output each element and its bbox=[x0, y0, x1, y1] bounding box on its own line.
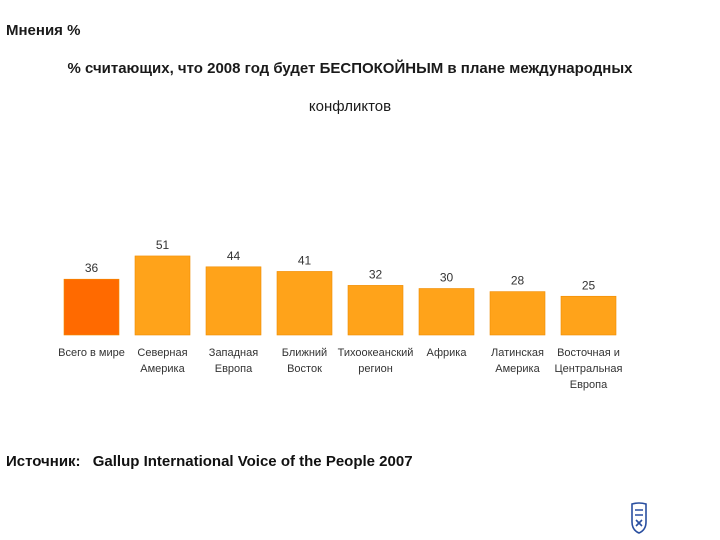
bar-0 bbox=[63, 278, 120, 336]
source-line: Источник: Gallup International Voice of … bbox=[6, 453, 413, 470]
source-label: Источник: bbox=[6, 453, 81, 470]
bar-3 bbox=[276, 271, 333, 336]
category-label-7-1: Центральная bbox=[555, 363, 623, 375]
category-label-4-1: регион bbox=[358, 363, 393, 375]
gallup-logo-icon bbox=[631, 502, 647, 534]
bar-1 bbox=[134, 255, 191, 336]
value-labels-group: 36 51 44 41 32 30 28 25 bbox=[85, 238, 596, 292]
category-labels-group: Всего в мире Северная Америка Западная Европ… bbox=[58, 347, 622, 391]
bar-2 bbox=[205, 266, 262, 336]
category-label-7-0: Восточная и bbox=[557, 347, 620, 359]
category-label-3-0: Ближний bbox=[282, 347, 327, 359]
value-label-1: 51 bbox=[156, 238, 170, 252]
category-label-5-0: Африка bbox=[427, 347, 468, 359]
category-label-2-0: Западная bbox=[209, 347, 258, 359]
value-label-0: 36 bbox=[85, 261, 99, 275]
category-label-0-0: Всего в мире bbox=[58, 347, 125, 359]
category-label-7-2: Европа bbox=[570, 379, 608, 391]
bar-chart: 36 51 44 41 32 30 28 25 Всего в мире Северная Аме… bbox=[58, 238, 622, 391]
value-label-7: 25 bbox=[582, 278, 596, 292]
bar-5 bbox=[418, 288, 475, 336]
source-text: Gallup International Voice of the People… bbox=[92, 453, 413, 470]
page-header: Мнения % bbox=[6, 22, 81, 39]
chart-subtitle: конфликтов bbox=[308, 98, 392, 115]
bar-4 bbox=[347, 285, 404, 336]
value-label-4: 32 bbox=[369, 267, 383, 281]
category-label-4-0: Тихоокеанский bbox=[338, 347, 414, 359]
category-label-6-1: Америка bbox=[495, 363, 540, 375]
category-label-6-0: Латинская bbox=[491, 347, 544, 359]
chart-title: % считающих, что 2008 год будет БЕСПОКОЙ… bbox=[67, 60, 633, 77]
category-label-3-1: Восток bbox=[287, 363, 322, 375]
value-label-6: 28 bbox=[511, 274, 525, 288]
category-label-1-0: Северная bbox=[137, 347, 187, 359]
bar-7 bbox=[560, 295, 617, 336]
bar-6 bbox=[489, 291, 546, 336]
value-label-2: 44 bbox=[227, 249, 241, 263]
category-label-1-1: Америка bbox=[140, 363, 185, 375]
value-label-5: 30 bbox=[440, 271, 454, 285]
value-label-3: 41 bbox=[298, 253, 312, 267]
bars-group bbox=[63, 255, 617, 336]
category-label-2-1: Европа bbox=[215, 363, 253, 375]
